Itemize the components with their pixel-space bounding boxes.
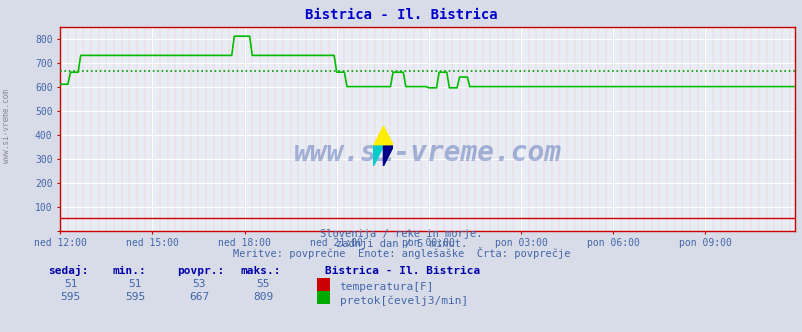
Text: sedaj:: sedaj: bbox=[48, 265, 88, 276]
Text: 809: 809 bbox=[253, 292, 273, 302]
Text: Bistrica - Il. Bistrica: Bistrica - Il. Bistrica bbox=[305, 8, 497, 22]
Text: 667: 667 bbox=[188, 292, 209, 302]
Text: 595: 595 bbox=[124, 292, 145, 302]
Text: Bistrica - Il. Bistrica: Bistrica - Il. Bistrica bbox=[325, 266, 480, 276]
Text: Meritve: povprečne  Enote: anglešaške  Črta: povprečje: Meritve: povprečne Enote: anglešaške Črt… bbox=[233, 247, 569, 259]
Text: 53: 53 bbox=[192, 279, 205, 289]
Text: maks.:: maks.: bbox=[241, 266, 281, 276]
Text: zadnji dan / 5 minut.: zadnji dan / 5 minut. bbox=[335, 239, 467, 249]
Text: 55: 55 bbox=[257, 279, 269, 289]
Text: 51: 51 bbox=[64, 279, 77, 289]
Text: min.:: min.: bbox=[112, 266, 146, 276]
Text: 595: 595 bbox=[60, 292, 81, 302]
Polygon shape bbox=[373, 126, 393, 146]
Polygon shape bbox=[383, 146, 393, 166]
Text: www.si-vreme.com: www.si-vreme.com bbox=[2, 89, 11, 163]
Polygon shape bbox=[373, 146, 383, 166]
Text: www.si-vreme.com: www.si-vreme.com bbox=[294, 139, 561, 167]
Text: temperatura[F]: temperatura[F] bbox=[339, 282, 434, 292]
Text: Slovenija / reke in morje.: Slovenija / reke in morje. bbox=[320, 229, 482, 239]
Text: 51: 51 bbox=[128, 279, 141, 289]
Text: pretok[čevelj3/min]: pretok[čevelj3/min] bbox=[339, 295, 468, 306]
Text: povpr.:: povpr.: bbox=[176, 266, 224, 276]
